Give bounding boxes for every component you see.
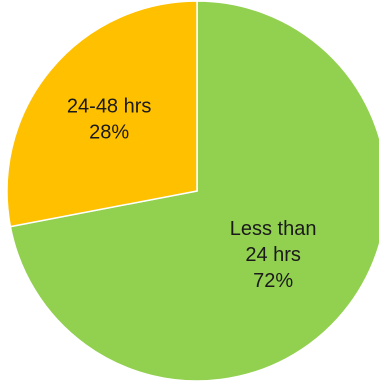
pie-slice-label-line: Less than bbox=[230, 218, 317, 240]
pie-slice-label-line: 28% bbox=[89, 121, 129, 143]
pie-slice-label-line: 24 hrs bbox=[245, 244, 301, 266]
pie-slice-24-48-hrs bbox=[6, 0, 198, 228]
pie-slice-label-24-48-hrs: 24-48 hrs 28% bbox=[67, 95, 152, 143]
pie-slice-label-line: 24-48 hrs bbox=[67, 95, 152, 117]
pie-slice-less-than-24-hrs bbox=[9, 0, 379, 382]
pie-slice-label-line: 72% bbox=[253, 270, 293, 292]
pie-slice-label-less-than-24-hrs: Less than 24 hrs 72% bbox=[230, 218, 317, 292]
